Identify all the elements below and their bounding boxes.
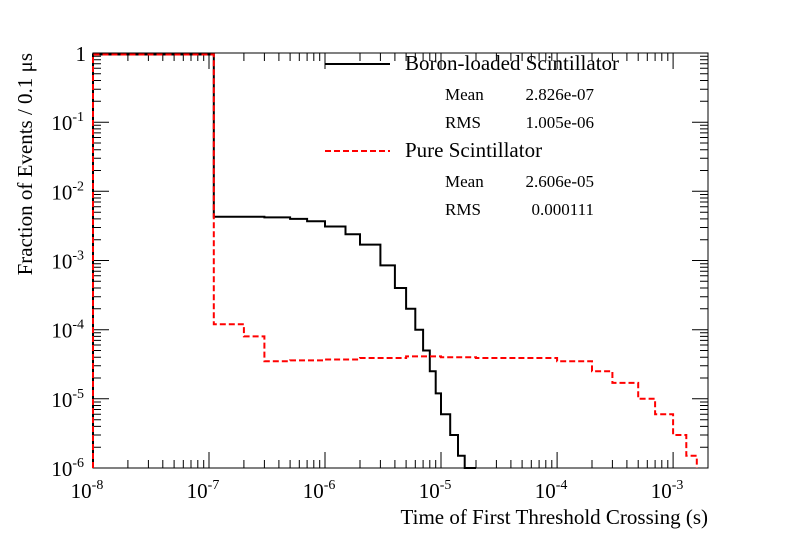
series-line-2: [92, 53, 698, 468]
stat-label: RMS: [445, 200, 481, 219]
x-tick-label: 10-4: [535, 478, 568, 503]
stat-value: 0.000111: [532, 200, 595, 219]
major-ticks: [92, 52, 708, 469]
x-axis-title: Time of First Threshold Crossing (s): [401, 505, 708, 529]
y-tick-label: 10-1: [51, 110, 84, 135]
x-tick-label: 10-8: [71, 478, 104, 503]
x-tick-label: 10-5: [419, 478, 452, 503]
legend-label-1: Boron-loaded Scintillator: [405, 51, 619, 75]
y-tick-labels: 1 10-1 10-2 10-3 10-4 10-5 10-6: [51, 42, 86, 481]
stat-value: 2.826e-07: [526, 85, 595, 104]
minor-ticks: [93, 53, 709, 468]
series-line-1: [92, 53, 476, 469]
y-axis-title: Fraction of Events / 0.1 μs: [13, 53, 37, 275]
x-tick-label: 10-7: [187, 478, 220, 503]
stat-label: Mean: [445, 85, 484, 104]
series-layer: [92, 53, 698, 469]
plot-frame: [92, 52, 709, 469]
y-tick-label: 10-2: [51, 179, 84, 204]
legend: Boron-loaded Scintillator Mean 2.826e-07 RM…: [325, 51, 619, 219]
y-tick-label: 10-3: [51, 249, 84, 274]
y-tick-label: 10-4: [51, 318, 84, 343]
x-tick-labels: 10-8 10-7 10-6 10-5 10-4 10-3: [71, 478, 684, 503]
x-minor-ticks: [127, 53, 709, 468]
y-minor-ticks: [93, 55, 708, 448]
y-tick-label: 10-6: [51, 456, 84, 481]
stat-value: 1.005e-06: [526, 113, 594, 132]
y-tick-label: 1: [76, 42, 87, 66]
stat-label: Mean: [445, 172, 484, 191]
stat-label: RMS: [445, 113, 481, 132]
y-tick-label: 10-5: [51, 387, 84, 412]
x-tick-label: 10-6: [303, 478, 336, 503]
y-major-ticks: [93, 52, 708, 469]
legend-label-2: Pure Scintillator: [405, 138, 542, 162]
stat-value: 2.606e-05: [526, 172, 594, 191]
x-tick-label: 10-3: [651, 478, 684, 503]
